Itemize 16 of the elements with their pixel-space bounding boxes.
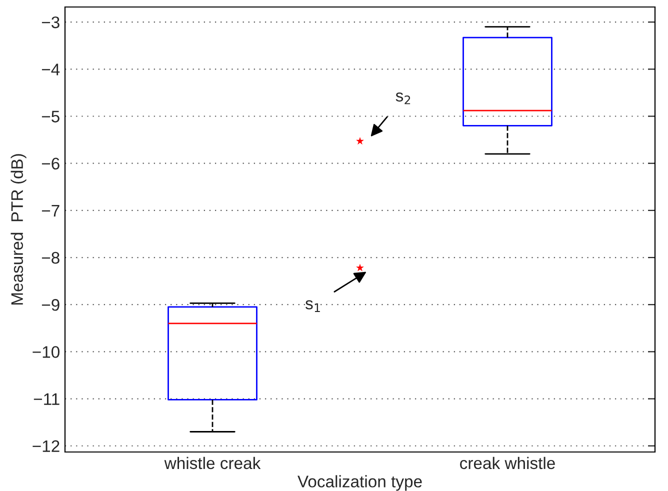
y-tick-label: −4	[42, 64, 60, 76]
y-tick-label: −12	[32, 440, 60, 452]
y-tick-label: −9	[42, 299, 60, 311]
x-tick-label: whistle creak	[164, 456, 261, 470]
y-tick-label: −11	[34, 393, 60, 405]
x-tick-label: creak whistle	[460, 456, 555, 470]
y-tick-label: −3	[42, 16, 60, 28]
annotation: s$_{2}$	[396, 92, 410, 104]
y-tick-label: −8	[42, 252, 60, 264]
y-tick-label: −7	[42, 205, 60, 216]
y-tick-label: −5	[42, 110, 60, 122]
y-axis-title: Measured PTR (dB)	[10, 154, 26, 305]
y-tick-label: −10	[32, 346, 60, 358]
y-tick-label: −6	[42, 158, 60, 170]
x-axis-title: Vocalization type	[298, 475, 422, 491]
annotation: s$_{1}$	[306, 300, 320, 312]
